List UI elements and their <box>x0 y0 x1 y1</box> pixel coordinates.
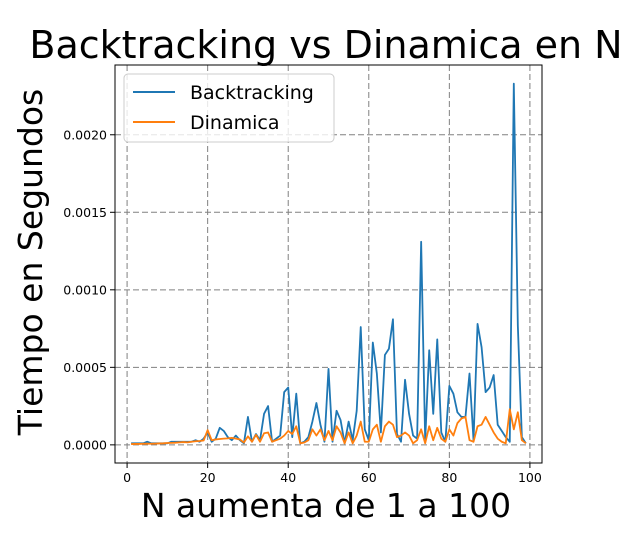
x-tick-label: 60 <box>361 470 377 485</box>
x-tick-label: 20 <box>200 470 216 485</box>
y-tick-label: 0.0005 <box>63 360 107 375</box>
x-tick-label: 100 <box>518 470 542 485</box>
y-tick-label: 0.0020 <box>63 127 107 142</box>
chart-title: Backtracking vs Dinamica en N <box>29 23 622 67</box>
x-tick-label: 0 <box>123 470 131 485</box>
legend-box <box>123 73 335 143</box>
series-lines <box>131 82 527 445</box>
y-axis-label: Tiempo en Segundos <box>11 89 50 436</box>
legend-label-backtracking: Backtracking <box>190 82 314 104</box>
legend-label-dinamica: Dinamica <box>190 112 279 134</box>
x-tick-label: 80 <box>441 470 457 485</box>
plot-area-frame <box>114 64 543 464</box>
axis-ticks: 0 20 40 60 80 100 0.0000 0.0005 0.0010 0.0015 0.00… <box>63 127 542 485</box>
series-line-dinamica <box>131 408 527 445</box>
x-tick-label: 40 <box>280 470 296 485</box>
x-axis-label: N aumenta de 1 a 100 <box>141 486 511 525</box>
legend: Backtracking Dinamica <box>123 73 335 143</box>
y-tick-label: 0.0000 <box>63 437 107 452</box>
y-tick-label: 0.0015 <box>63 205 107 220</box>
y-tick-label: 0.0010 <box>63 282 107 297</box>
